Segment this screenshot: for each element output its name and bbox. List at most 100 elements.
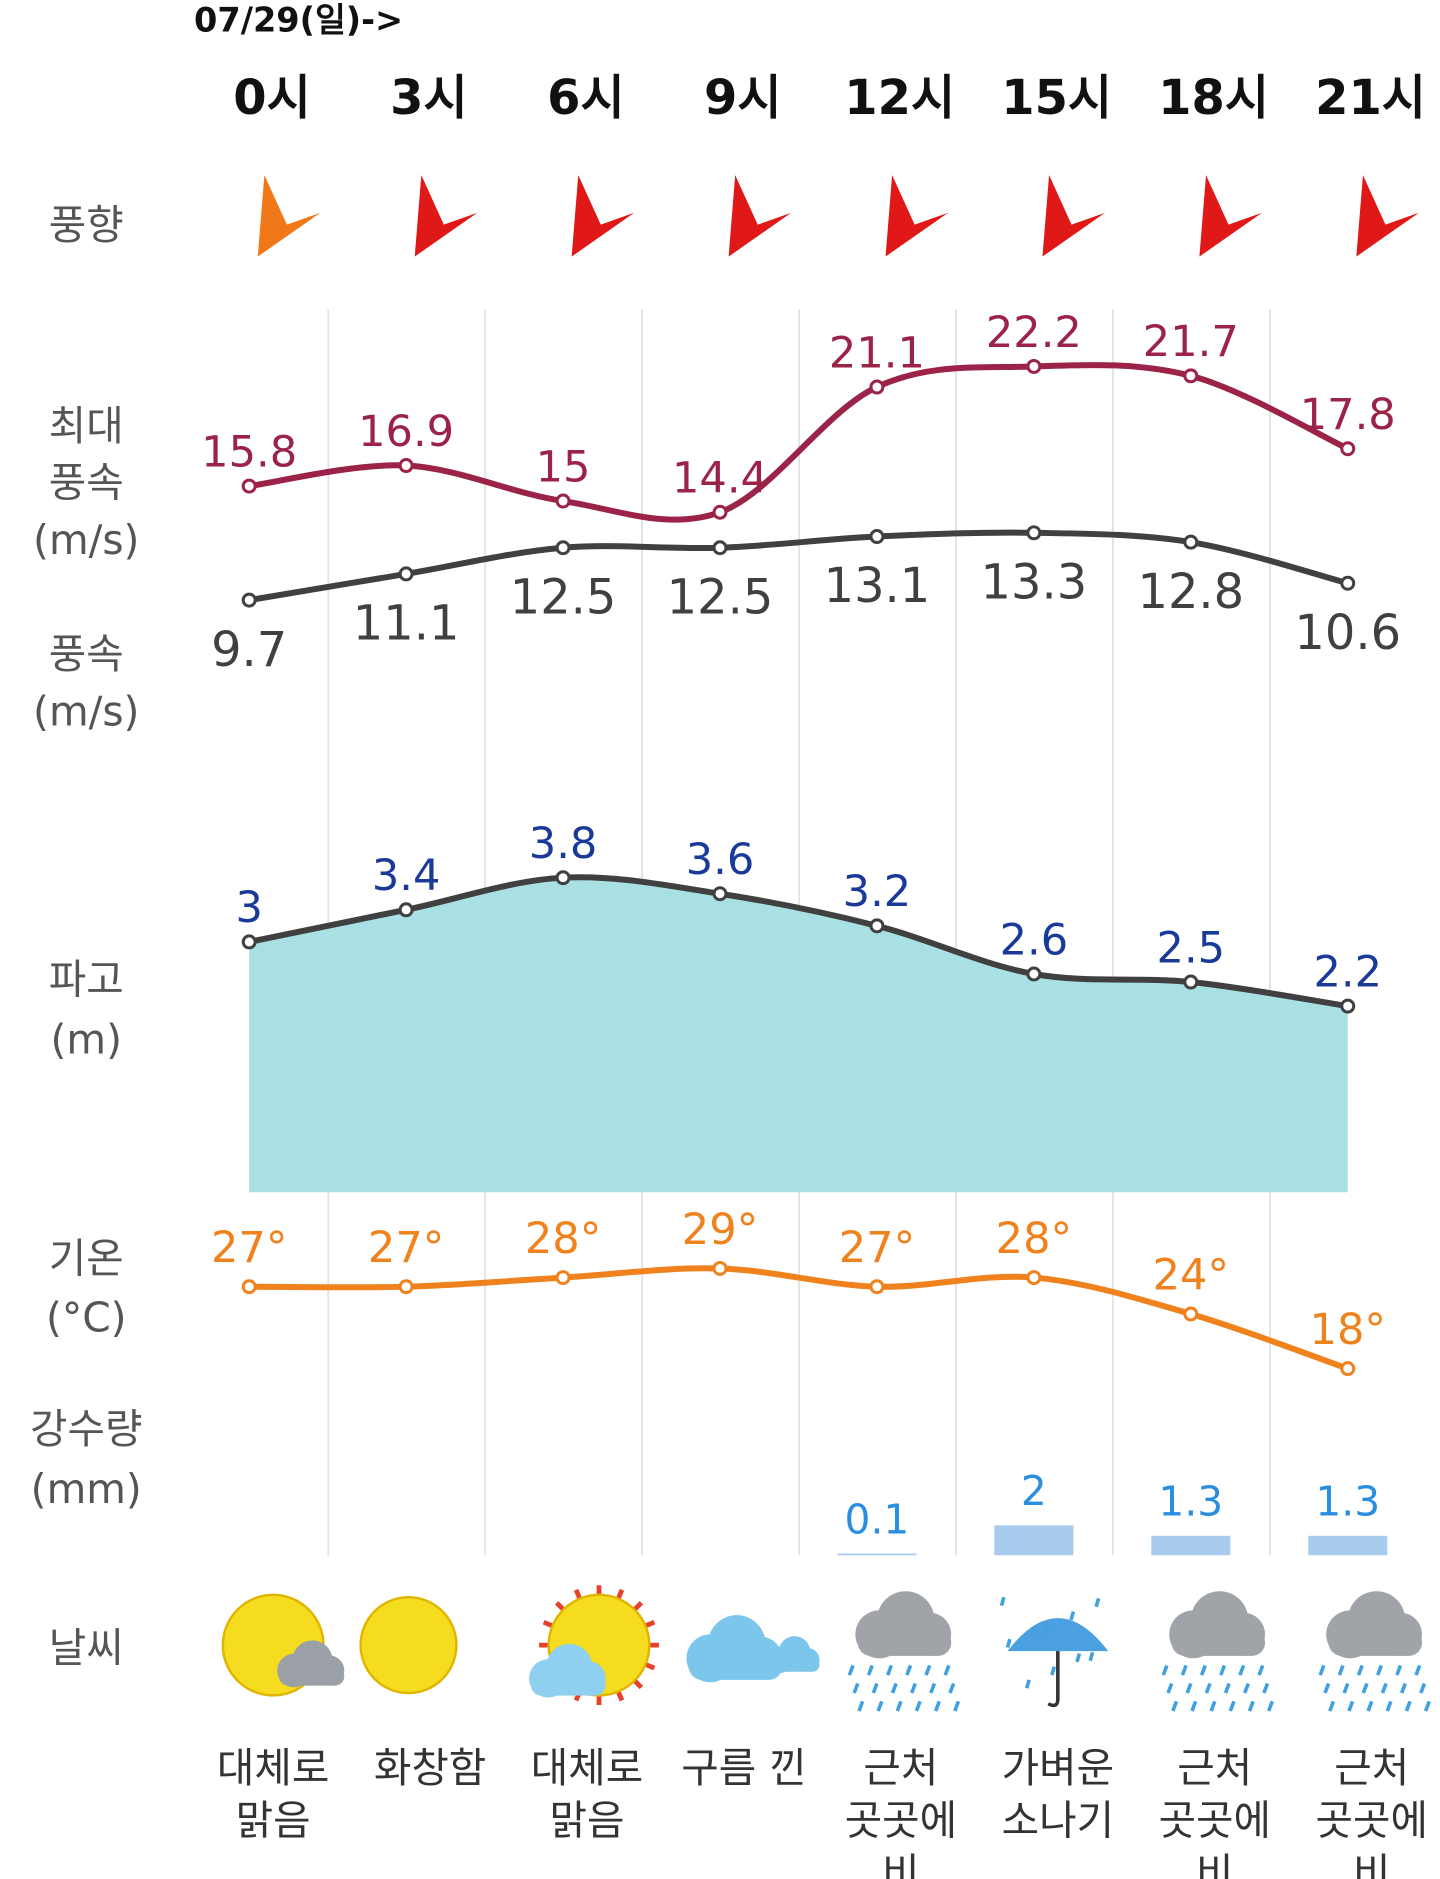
cloud-part [768, 1657, 820, 1672]
rain-drop [943, 1664, 951, 1676]
weather-desc: 곳곳에 [1316, 1797, 1428, 1845]
weather-desc: 곳곳에 [845, 1797, 957, 1845]
rain-drop [1318, 1664, 1326, 1676]
cloud-part [530, 1674, 606, 1696]
value-label: 18° [1310, 1305, 1386, 1355]
cloud-part [1328, 1629, 1423, 1656]
hour-label: 21시 [1315, 71, 1426, 126]
rain-drop [1171, 1700, 1179, 1712]
point [1340, 575, 1356, 591]
weather-desc: 대체로 [531, 1744, 643, 1792]
point [555, 870, 571, 886]
value-label: 27° [839, 1223, 915, 1273]
value-label: 16.9 [358, 407, 454, 457]
point [1340, 441, 1356, 457]
rain-drop [924, 1664, 932, 1676]
rain-drop [895, 1700, 903, 1712]
hour-label: 15시 [1001, 71, 1112, 126]
wind-arrow [1353, 165, 1428, 262]
date-header: 07/29(일)-> [194, 0, 403, 39]
point [555, 1270, 571, 1286]
value-label: 3.2 [843, 867, 912, 917]
weather-icon [529, 1585, 659, 1706]
weather-desc: 근처 [863, 1744, 938, 1792]
row-label: 최대 [49, 402, 124, 450]
rain-drop [1075, 1653, 1082, 1663]
value-label: 10.6 [1294, 606, 1401, 661]
value-label: 2.5 [1157, 923, 1226, 973]
value-label: 13.3 [981, 556, 1088, 611]
sun [359, 1596, 458, 1695]
weather-desc: 맑음 [550, 1797, 625, 1845]
point [1340, 998, 1356, 1014]
point [398, 566, 414, 582]
point [869, 529, 885, 545]
line [248, 874, 1349, 1010]
rain-drop [890, 1682, 898, 1694]
point [712, 1260, 728, 1276]
point [1183, 974, 1199, 990]
point [712, 540, 728, 556]
value-label: 17.8 [1300, 390, 1396, 440]
value-label: 9.7 [211, 623, 287, 678]
value-label: 12.8 [1137, 565, 1244, 620]
weather-desc: 화창함 [374, 1744, 486, 1792]
point [1026, 1270, 1042, 1286]
rain-drop [1376, 1664, 1383, 1676]
rain-drop [948, 1682, 956, 1694]
wind-arrow [568, 165, 643, 262]
value-label: 2.6 [1000, 915, 1069, 965]
rain-drop [1361, 1682, 1369, 1694]
rain-drop [876, 1700, 884, 1712]
point [869, 918, 885, 934]
rain-drop [1385, 1700, 1393, 1712]
value-label: 3 [235, 883, 262, 933]
line [248, 362, 1350, 523]
value-label: 2 [1021, 1467, 1047, 1515]
rain-drop [1243, 1682, 1251, 1694]
rain-drop [1328, 1700, 1336, 1712]
row-label: 강수량 [30, 1405, 142, 1453]
hour-label: 9시 [704, 71, 781, 126]
point [712, 504, 728, 520]
rain-drop [1366, 1700, 1374, 1712]
rain-drop [1209, 1700, 1217, 1712]
value-label: 21.7 [1143, 317, 1239, 367]
rain-drop [1380, 1682, 1388, 1694]
umbrella-handle [1047, 1651, 1060, 1708]
point [241, 592, 257, 608]
rain-drop [1257, 1664, 1265, 1676]
point [555, 540, 571, 556]
rain-drop [1419, 1682, 1427, 1694]
value-label: 27° [211, 1223, 287, 1273]
value-label: 11.1 [353, 597, 460, 652]
rain-drop [909, 1682, 917, 1694]
rain-drop [1094, 1597, 1101, 1608]
point [1183, 534, 1199, 550]
value-label: 22.2 [986, 308, 1082, 358]
rain-drop [1180, 1664, 1188, 1676]
weather-desc: 곳곳에 [1159, 1797, 1271, 1845]
rain-drop [1185, 1682, 1193, 1694]
precip-bar [994, 1525, 1074, 1556]
point [1340, 1361, 1356, 1377]
value-label: 0.1 [845, 1495, 910, 1543]
point [1183, 1306, 1199, 1322]
rain-drop [871, 1682, 879, 1694]
row-label: 기온 [49, 1235, 124, 1283]
rain-drop [1228, 1700, 1236, 1712]
weather-desc: 비 [1353, 1849, 1390, 1879]
row-label: 풍향 [49, 201, 124, 249]
value-label: 28° [525, 1214, 601, 1264]
wind-arrow [411, 165, 486, 262]
cloud-part [688, 1653, 783, 1680]
weather-desc: 맑음 [236, 1797, 311, 1845]
point [1026, 966, 1042, 982]
rain-drop [1030, 1625, 1037, 1635]
point [398, 1279, 414, 1295]
rain-drop [1024, 1679, 1031, 1689]
rain-drop [866, 1664, 874, 1676]
value-label: 12.5 [510, 570, 617, 625]
cloud-part [857, 1629, 952, 1656]
